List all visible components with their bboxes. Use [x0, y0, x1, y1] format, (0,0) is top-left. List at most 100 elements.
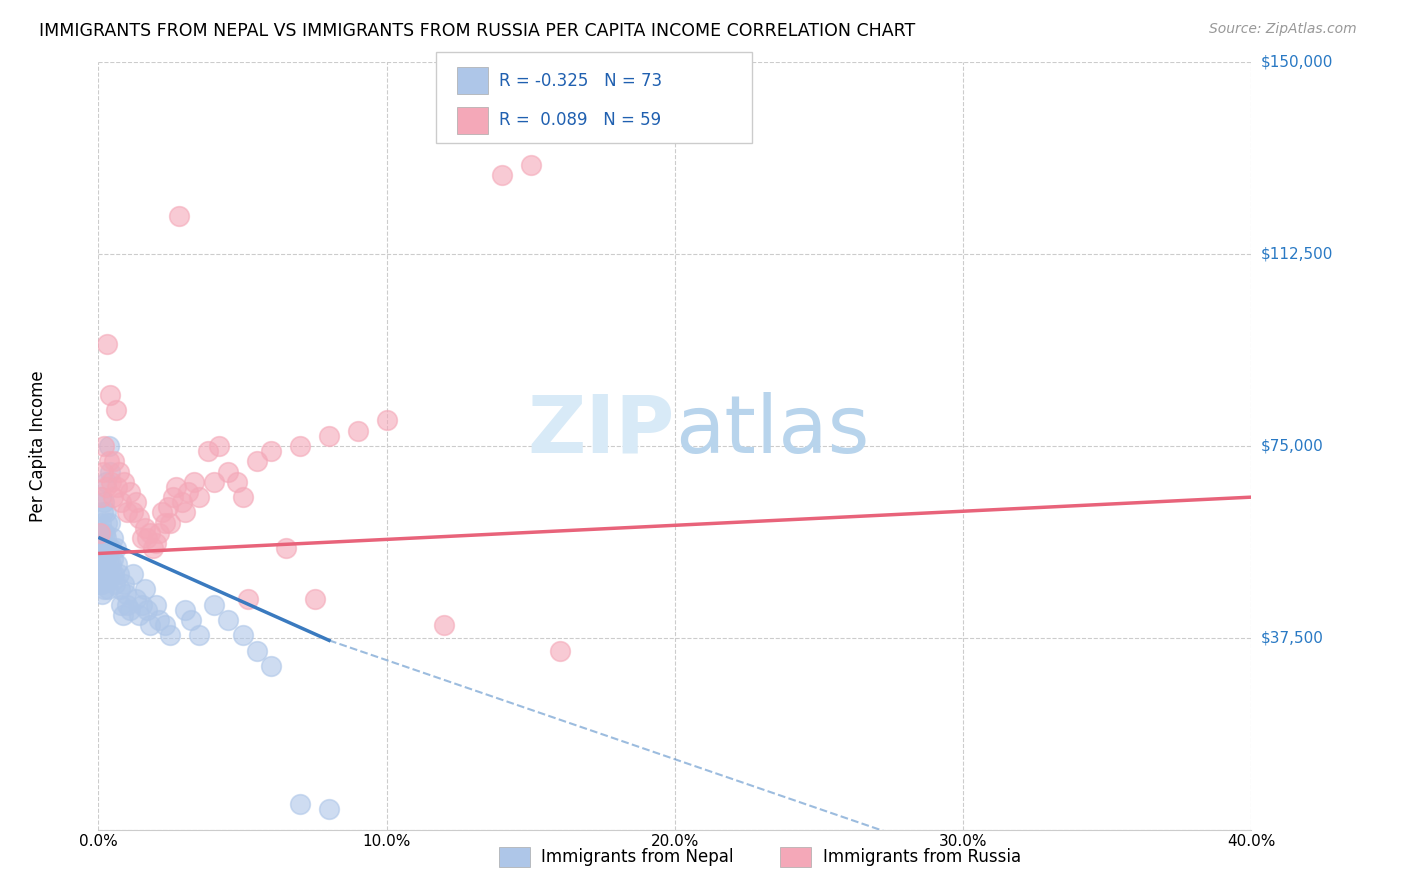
- Point: [290, 797, 312, 811]
- Point: [96, 531, 118, 545]
- Point: [136, 531, 159, 545]
- Point: [91, 587, 114, 601]
- Point: [93, 562, 115, 576]
- Point: [148, 613, 170, 627]
- Text: $75,000: $75,000: [1261, 439, 1323, 453]
- Point: [96, 551, 118, 566]
- Point: [100, 541, 122, 556]
- Point: [91, 506, 114, 520]
- Point: [94, 572, 117, 586]
- Point: [170, 495, 193, 509]
- Point: [174, 602, 197, 616]
- Point: [208, 439, 231, 453]
- Point: [117, 598, 139, 612]
- Point: [134, 521, 156, 535]
- Point: [156, 500, 179, 515]
- Point: [117, 506, 139, 520]
- Point: [188, 628, 211, 642]
- Point: [167, 209, 190, 223]
- Point: [112, 577, 135, 591]
- Text: Per Capita Income: Per Capita Income: [28, 370, 46, 522]
- Point: [260, 659, 283, 673]
- Point: [318, 429, 340, 443]
- Point: [120, 602, 142, 616]
- Point: [90, 516, 112, 530]
- Point: [217, 465, 239, 479]
- Point: [107, 465, 129, 479]
- Point: [90, 577, 112, 591]
- Point: [104, 541, 127, 556]
- Point: [120, 485, 142, 500]
- Point: [90, 551, 112, 566]
- Point: [103, 551, 125, 566]
- Point: [101, 531, 124, 545]
- Point: [93, 439, 115, 453]
- Point: [105, 480, 128, 494]
- Text: atlas: atlas: [675, 392, 869, 470]
- Point: [94, 525, 117, 540]
- Text: $37,500: $37,500: [1261, 631, 1323, 645]
- Text: Immigrants from Nepal: Immigrants from Nepal: [541, 848, 734, 866]
- Point: [131, 531, 153, 545]
- Point: [128, 510, 150, 524]
- Point: [97, 454, 120, 468]
- Point: [188, 490, 211, 504]
- Point: [98, 439, 121, 453]
- Point: [89, 525, 111, 540]
- Point: [94, 475, 117, 489]
- Point: [238, 592, 260, 607]
- Point: [260, 444, 283, 458]
- Point: [93, 541, 115, 556]
- Point: [104, 403, 127, 417]
- Point: [246, 643, 269, 657]
- Text: $150,000: $150,000: [1261, 55, 1333, 70]
- Point: [105, 557, 128, 571]
- Point: [96, 516, 118, 530]
- Point: [231, 490, 254, 504]
- Point: [375, 413, 398, 427]
- Point: [139, 525, 162, 540]
- Point: [103, 566, 125, 581]
- Point: [347, 424, 370, 438]
- Point: [100, 475, 122, 489]
- Text: Immigrants from Russia: Immigrants from Russia: [823, 848, 1021, 866]
- Point: [98, 465, 121, 479]
- Point: [217, 613, 239, 627]
- Point: [93, 582, 115, 597]
- Point: [548, 643, 571, 657]
- Point: [165, 480, 187, 494]
- Point: [93, 566, 115, 581]
- Point: [131, 598, 153, 612]
- Point: [128, 607, 150, 622]
- Point: [150, 506, 173, 520]
- Point: [197, 444, 219, 458]
- Point: [98, 572, 121, 586]
- Point: [159, 516, 181, 530]
- Point: [142, 541, 165, 556]
- Point: [290, 439, 312, 453]
- Point: [100, 557, 122, 571]
- Text: IMMIGRANTS FROM NEPAL VS IMMIGRANTS FROM RUSSIA PER CAPITA INCOME CORRELATION CH: IMMIGRANTS FROM NEPAL VS IMMIGRANTS FROM…: [39, 22, 915, 40]
- Text: R = -0.325   N = 73: R = -0.325 N = 73: [499, 72, 662, 90]
- Point: [96, 336, 118, 351]
- Point: [90, 557, 112, 571]
- Point: [153, 618, 176, 632]
- Point: [112, 475, 135, 489]
- Point: [101, 566, 124, 581]
- Point: [94, 506, 117, 520]
- Point: [90, 490, 112, 504]
- Point: [91, 546, 114, 560]
- Point: [433, 618, 456, 632]
- Text: $112,500: $112,500: [1261, 247, 1333, 261]
- Point: [122, 566, 145, 581]
- Point: [101, 490, 124, 504]
- Point: [202, 475, 225, 489]
- Point: [98, 516, 121, 530]
- Point: [202, 598, 225, 612]
- Point: [91, 566, 114, 581]
- Point: [114, 587, 136, 601]
- Point: [97, 566, 120, 581]
- Point: [125, 495, 148, 509]
- Point: [274, 541, 297, 556]
- Point: [89, 536, 111, 550]
